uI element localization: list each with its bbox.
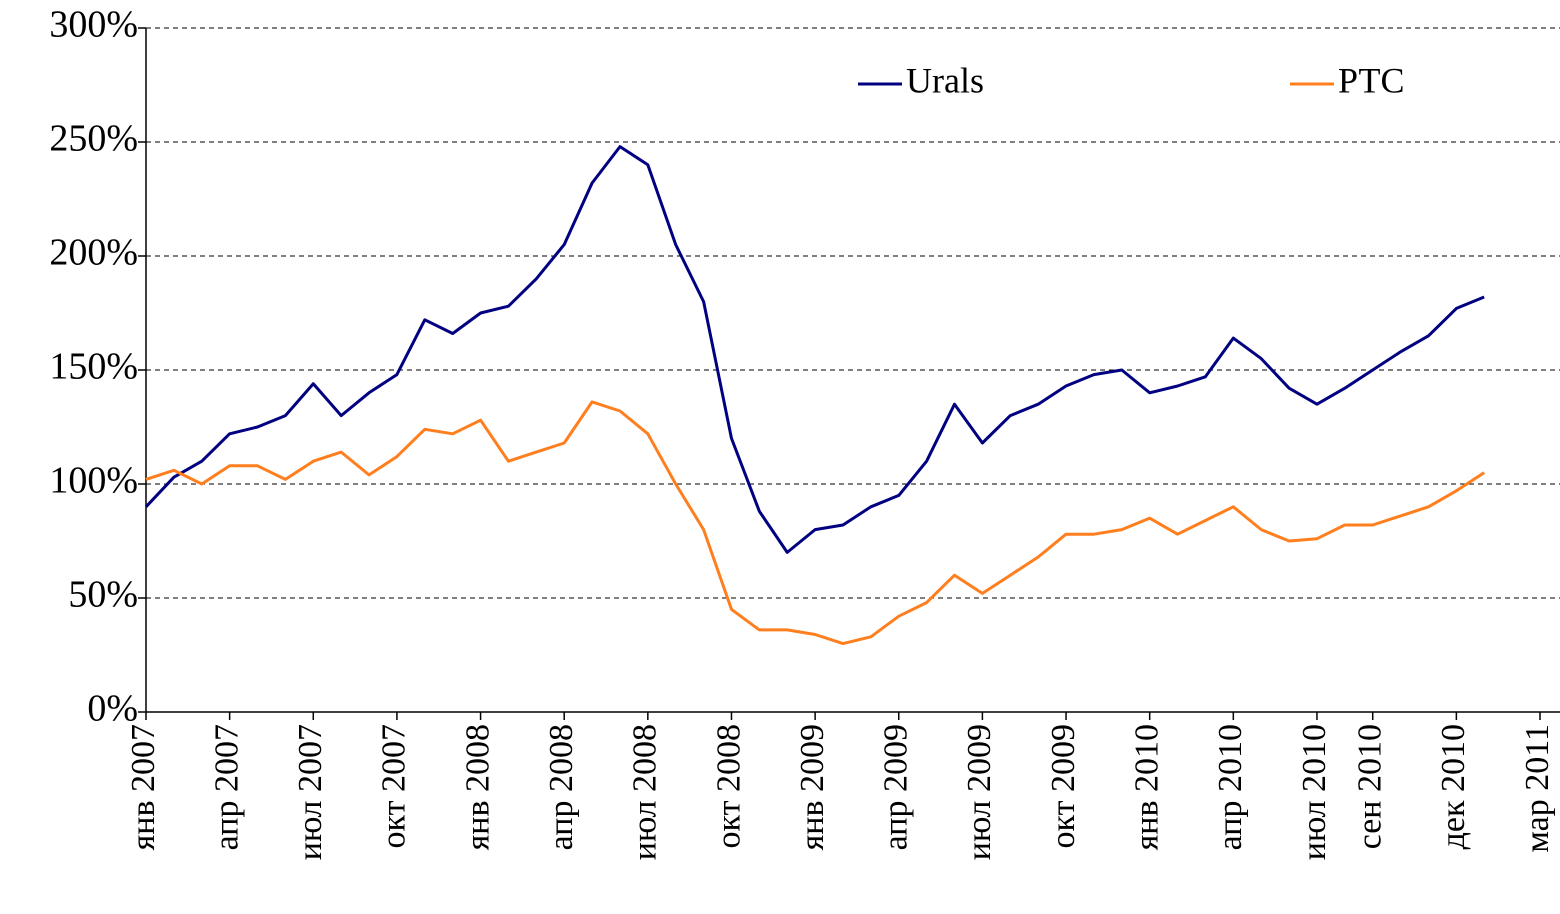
x-tick-label: янв 2010 [1128,724,1165,850]
x-tick-label: окт 2008 [710,724,747,848]
x-tick-label: мар 2011 [1519,724,1556,853]
series-line [145,400,1486,646]
x-tick-label: янв 2007 [125,724,162,850]
y-tick-label: 250% [49,118,138,160]
y-tick-label: 50% [68,574,138,616]
x-tick-label: июл 2010 [1296,724,1333,860]
x-tick-label: апр 2008 [543,724,580,850]
x-tick-label: июл 2008 [627,724,664,860]
legend-label: РТС [1338,60,1404,100]
x-tick-label: дек 2010 [1435,724,1472,849]
x-tick-label: апр 2009 [878,724,915,850]
y-tick-label: 300% [49,4,138,46]
x-tick-label: окт 2009 [1045,724,1082,848]
x-tick-label: окт 2007 [376,724,413,848]
x-tick-label: июл 2007 [292,724,329,860]
x-tick-label: апр 2007 [208,724,245,850]
x-tick-label: янв 2008 [459,724,496,850]
y-tick-label: 150% [49,346,138,388]
x-tick-label: июл 2009 [961,724,998,860]
y-tick-label: 100% [49,460,138,502]
x-tick-label: янв 2009 [794,724,831,850]
y-tick-label: 200% [49,232,138,274]
y-tick-label: 0% [87,688,138,730]
legend-label: Urals [906,60,984,100]
series-line [144,145,1485,554]
x-tick-label: сен 2010 [1352,724,1389,849]
x-tick-label: апр 2010 [1212,724,1249,850]
